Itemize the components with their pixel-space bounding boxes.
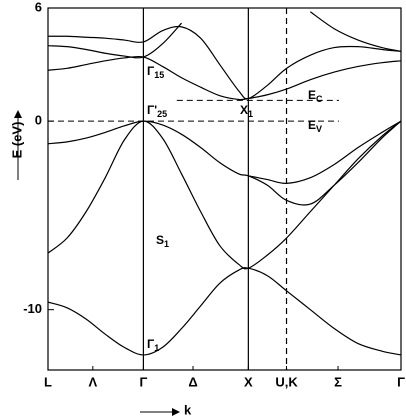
y-axis-label: E (eV)	[9, 122, 24, 159]
y-tick-label: -10	[23, 301, 42, 316]
annotation-subscript: V	[316, 124, 322, 134]
annotation: Γ1	[147, 337, 159, 353]
band-curve	[48, 120, 401, 206]
x-axis-arrow-head	[172, 408, 180, 416]
annotation-symbol: Γ	[147, 337, 155, 351]
y-tick-label: 0	[35, 113, 42, 128]
annotation-subscript: C	[316, 94, 323, 104]
annotation-symbol: Γ'	[147, 103, 157, 117]
annotation: EV	[308, 118, 322, 134]
band-curve	[48, 22, 183, 59]
annotation-symbol: S	[156, 233, 164, 247]
annotation-subscript: 25	[157, 109, 167, 119]
annotation: S1	[156, 233, 169, 249]
band-curve	[248, 120, 401, 184]
x-tick-label: U,K	[275, 374, 298, 389]
annotation-subscript: 1	[154, 343, 159, 353]
band-curve	[48, 25, 401, 100]
x-tick-label: L	[44, 374, 52, 389]
annotation-symbol: X	[240, 103, 248, 117]
x-tick-label: Δ	[188, 374, 197, 389]
annotation-subscript: 15	[154, 70, 164, 80]
band-curve	[310, 11, 401, 52]
annotation: Γ'25	[147, 103, 167, 119]
x-tick-label: Γ	[139, 374, 147, 389]
annotation: X1	[240, 103, 253, 119]
x-tick-label: Γ	[397, 374, 405, 389]
annotation-symbol: Γ	[147, 64, 155, 78]
x-tick-label: Λ	[89, 374, 98, 389]
annotation-subscript: 1	[164, 239, 169, 249]
annotation-subscript: 1	[248, 109, 253, 119]
band-curve	[48, 120, 401, 270]
annotation: EC	[308, 88, 323, 104]
x-tick-label: Σ	[334, 374, 342, 389]
bands	[48, 11, 401, 356]
plot-frame	[47, 7, 402, 371]
x-tick-label: X	[244, 374, 253, 389]
annotation-symbol: E	[308, 88, 316, 102]
annotation: Γ15	[147, 64, 164, 80]
band-curve	[48, 267, 401, 356]
annotation-symbol: E	[308, 118, 316, 132]
band-curve	[48, 55, 401, 101]
y-axis-arrow-head	[14, 110, 22, 118]
y-tick-label: 6	[35, 0, 42, 14]
x-axis-label: k	[184, 402, 192, 417]
